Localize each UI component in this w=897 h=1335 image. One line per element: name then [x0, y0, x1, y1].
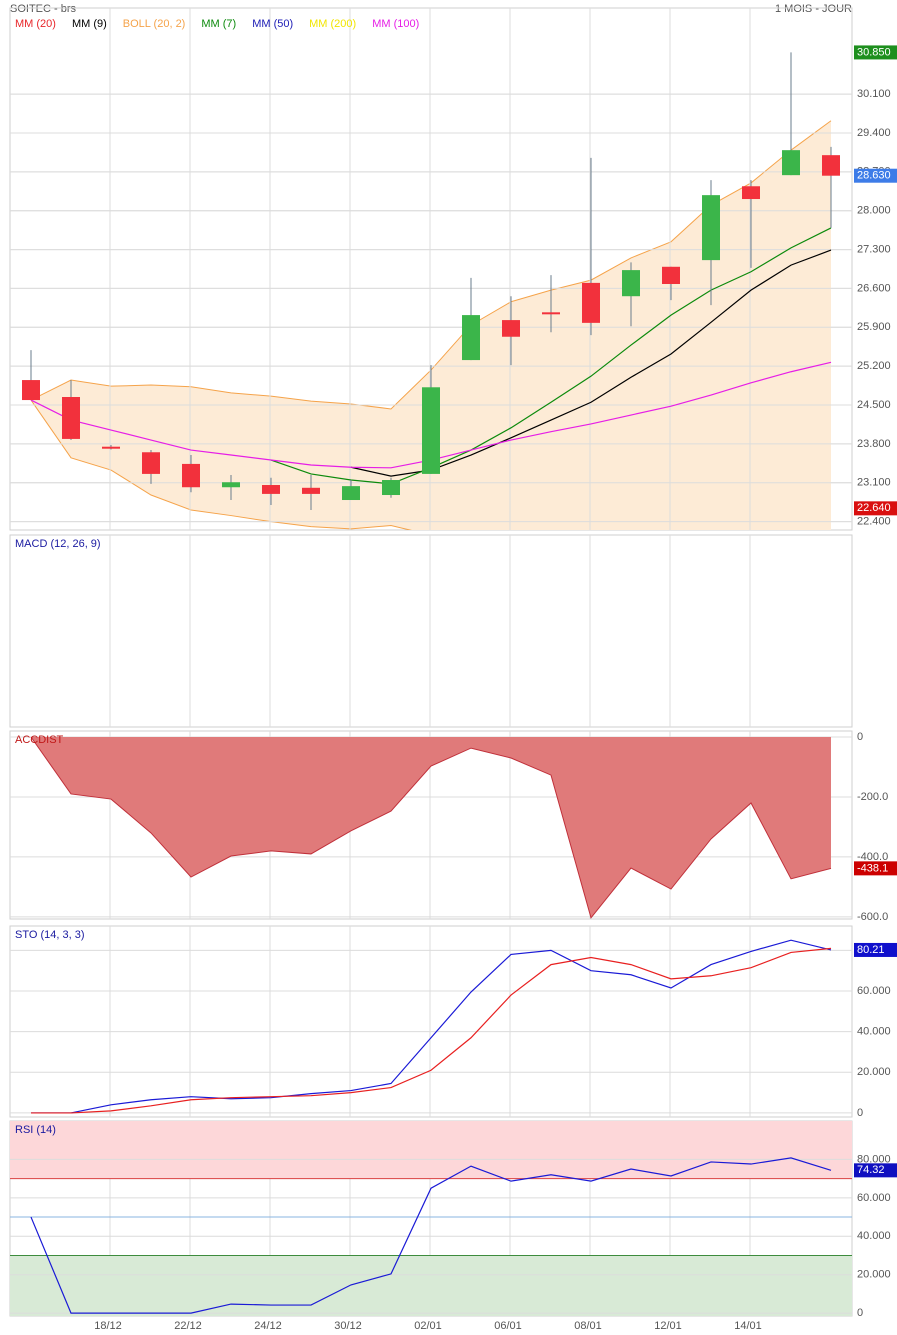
y-tick-label: 26.600 [857, 282, 891, 294]
candle-body [262, 485, 280, 494]
price-label-box [854, 501, 897, 516]
x-tick-label: 30/12 [334, 1320, 362, 1332]
candle-body [582, 282, 600, 323]
indicator-line [31, 939, 832, 1114]
panel-content [10, 8, 852, 530]
y-tick-label: 30.100 [857, 88, 891, 100]
candle-body [62, 397, 80, 439]
indicator-line [30, 1157, 832, 1314]
panel [9, 925, 853, 1118]
last-value-label: 74.32 [857, 1164, 885, 1176]
last-value-label: 80.21 [857, 944, 885, 956]
candle-body [742, 186, 760, 200]
y-tick-label: -600.0 [857, 911, 888, 923]
price-label-box [854, 45, 897, 60]
candle-body [302, 487, 320, 494]
candle-body [622, 270, 640, 297]
y-tick-label: 25.900 [857, 321, 891, 333]
y-tick-label: 28.000 [857, 205, 891, 217]
panel-content [109, 535, 751, 727]
x-tick-label: 12/01 [654, 1320, 682, 1332]
indicator-line [31, 947, 832, 1114]
candle-body [502, 320, 520, 337]
price-label: 30.850 [857, 46, 891, 58]
legend-entry: MM (50) [252, 18, 293, 30]
candle-body [222, 482, 240, 488]
candle-body [702, 195, 720, 261]
legend-entry: MM (200) [309, 18, 356, 30]
y-tick-label: 0 [857, 731, 863, 743]
last-value-label: -438.1 [857, 862, 888, 874]
y-tick-label: 0 [857, 1107, 863, 1119]
y-tick-label: 20.000 [857, 1066, 891, 1078]
candle-body [382, 480, 400, 496]
price-label: 28.630 [857, 170, 891, 182]
panel [9, 730, 853, 920]
y-tick-label: -400.0 [857, 851, 888, 863]
x-tick-label: 02/01 [414, 1320, 442, 1332]
candle-body [822, 155, 840, 176]
y-tick-label: 23.100 [857, 477, 891, 489]
panel-title: ACCDIST [15, 734, 64, 746]
last-value-label-box [854, 1163, 897, 1178]
ma-line [270, 227, 832, 485]
y-tick-label: 29.400 [857, 127, 891, 139]
last-value-label-box [854, 861, 897, 876]
area-line [30, 736, 832, 919]
panel-content [10, 926, 852, 1117]
area [31, 736, 831, 918]
panel-content [10, 731, 852, 919]
y-tick-label: 40.000 [857, 1026, 891, 1038]
y-tick-label: -200.0 [857, 791, 888, 803]
y-tick-label: 60.000 [857, 1192, 891, 1204]
band-lower [30, 399, 413, 530]
legend-entry: MM (7) [201, 18, 236, 30]
x-tick-label: 24/12 [254, 1320, 282, 1332]
panel [9, 534, 853, 728]
candle-body [102, 446, 120, 449]
y-tick-label: 60.000 [857, 985, 891, 997]
panel-title: STO (14, 3, 3) [15, 929, 85, 941]
legend-entry: MM (100) [372, 18, 419, 30]
candle-body [182, 463, 200, 488]
price-label: 22.640 [857, 502, 891, 514]
candle-body [662, 266, 680, 284]
candle-body [342, 486, 360, 501]
panel-content [10, 1121, 852, 1316]
overbought-zone [10, 1121, 852, 1179]
last-value-label-box [854, 942, 897, 957]
legend-entry: BOLL (20, 2) [123, 18, 186, 30]
y-tick-label: 0 [857, 1307, 863, 1319]
candle-body [422, 387, 440, 474]
y-tick-label: 24.500 [857, 399, 891, 411]
y-tick-label: 27.300 [857, 243, 891, 255]
y-tick-label: 20.000 [857, 1269, 891, 1281]
panel-title: RSI (14) [15, 1124, 56, 1136]
candle-body [782, 150, 800, 176]
y-tick-label: 22.400 [857, 516, 891, 528]
x-tick-label: 06/01 [494, 1320, 522, 1332]
x-tick-label: 08/01 [574, 1320, 602, 1332]
band-fill [31, 120, 831, 530]
y-tick-label: 25.200 [857, 360, 891, 372]
candle-body [542, 312, 560, 315]
candle-body [462, 315, 480, 361]
candle-body [22, 380, 40, 401]
y-tick-label: 40.000 [857, 1230, 891, 1242]
legend-entry: MM (20) [15, 18, 56, 30]
page-title: SOITEC - brs [10, 3, 77, 15]
y-tick-label: 23.800 [857, 438, 891, 450]
x-tick-label: 18/12 [94, 1320, 122, 1332]
x-tick-label: 14/01 [734, 1320, 762, 1332]
panel-title: MACD (12, 26, 9) [15, 538, 101, 550]
x-tick-label: 22/12 [174, 1320, 202, 1332]
y-tick-label: 80.000 [857, 1153, 891, 1165]
legend-entry: MM (9) [72, 18, 107, 30]
period: 1 MOIS - JOUR [775, 3, 852, 15]
price-label-box [854, 168, 897, 183]
oversold-zone [10, 1255, 852, 1316]
candle-body [142, 452, 160, 474]
